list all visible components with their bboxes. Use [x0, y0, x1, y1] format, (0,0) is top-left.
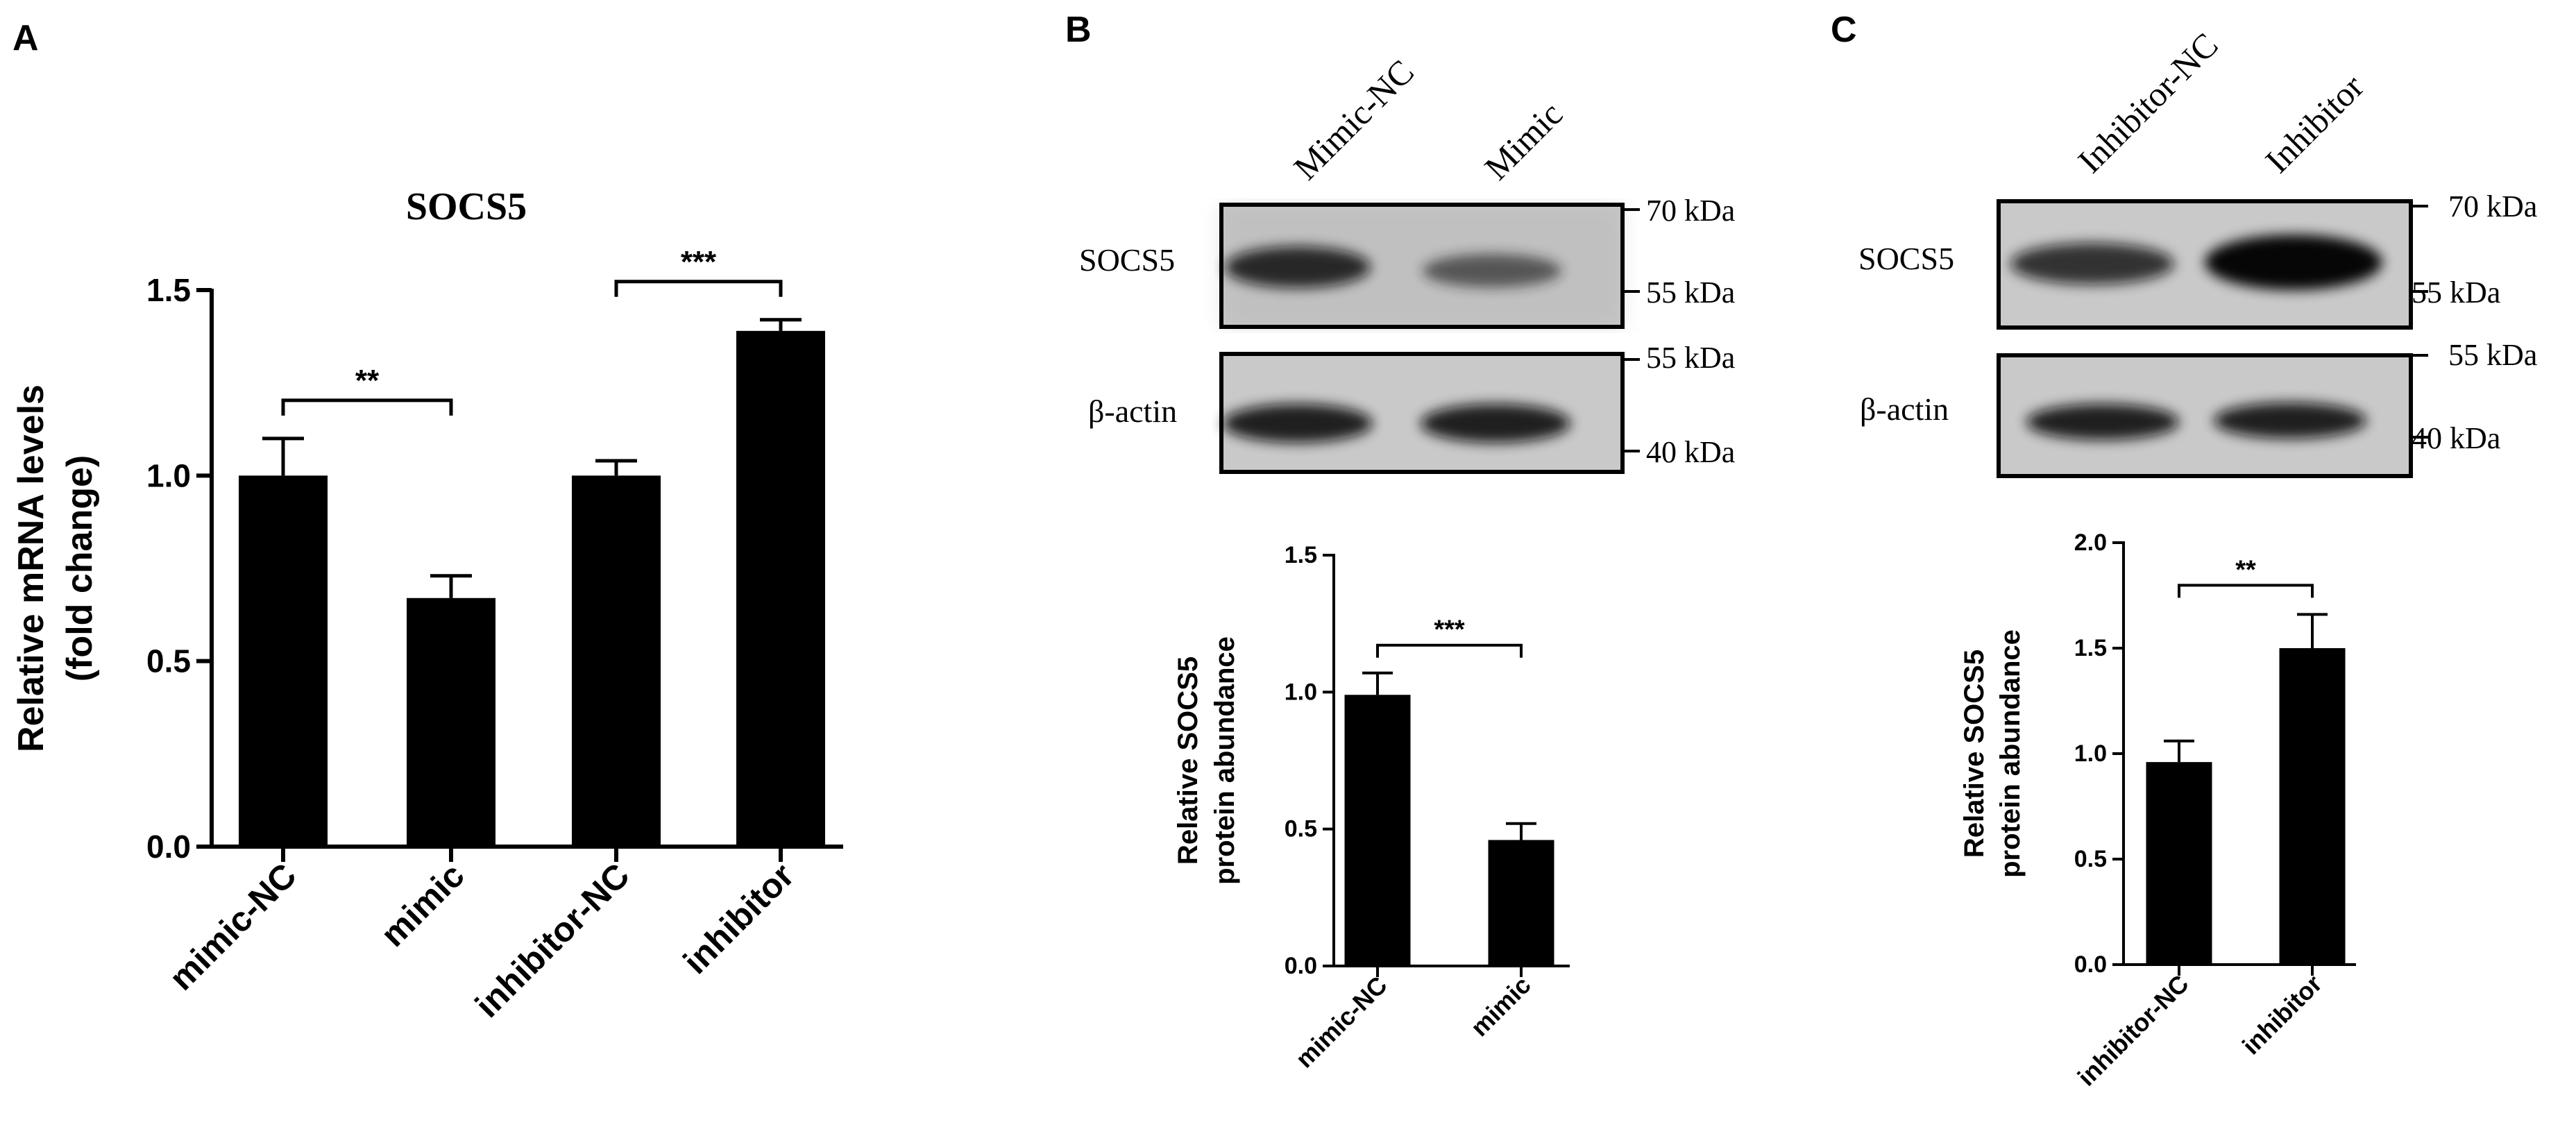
- chart-a-bar-1: [407, 597, 495, 847]
- chart-c-significance-bracket-0: [2178, 584, 2314, 598]
- chart-b-ytick-label-0: 0.0: [1285, 953, 1317, 979]
- western-blot-b: Mimic-NC Mimic SOCS5 β-actin 70 kDa 55 k…: [1079, 52, 1735, 474]
- blot-c-band-actin-inhibitor: [2214, 402, 2366, 439]
- blot-b-lane-2-label: Mimic: [1477, 94, 1570, 187]
- chart-a-category-label-1: mimic: [373, 856, 472, 954]
- blot-c-membrane-2: [1997, 353, 2413, 478]
- chart-b-ylabel-line-2: protein abundance: [1210, 636, 1240, 885]
- chart-a-ytick-label-1: 0.5: [146, 643, 191, 679]
- chart-c-ytick-label-2: 1.0: [2074, 740, 2107, 767]
- chart-a-significance-bracket-0: [281, 398, 453, 416]
- chart-c-category-label-1: inhibitor: [2237, 969, 2328, 1060]
- blot-c-band-actin-inhibitor-nc: [2026, 404, 2179, 440]
- blot-b-marker-70: 70 kDa: [1646, 194, 1735, 228]
- chart-c-ytick-label-1: 0.5: [2074, 846, 2107, 872]
- chart-c: Relative SOCS5 protein abundance 0.0 0.5 1.0…: [1959, 529, 2356, 1092]
- western-blot-c: Inhibitor-NC Inhibitor SOCS5 β-actin 70 …: [1858, 25, 2537, 478]
- panel-letter-b: B: [1065, 10, 1092, 50]
- chart-a-bar-3: [736, 330, 825, 847]
- blot-c-membrane-1: [1997, 199, 2413, 330]
- chart-a-ylabel-line-2: (fold change): [60, 455, 100, 681]
- blot-b-marker-40: 40 kDa: [1646, 435, 1735, 469]
- blot-c-row-2-label: β-actin: [1860, 391, 1949, 427]
- blot-b-band-actin-mimic-nc: [1223, 404, 1373, 443]
- panel-letter-c: C: [1831, 10, 1857, 50]
- chart-b-category-label-1: mimic: [1465, 971, 1536, 1042]
- chart-a: SOCS5 Relative mRNA levels (fold change) 0.…: [11, 185, 843, 1025]
- chart-b-ytick-label-2: 1.0: [1285, 679, 1317, 705]
- blot-c-marker-55-top: 55 kDa: [2412, 275, 2500, 310]
- chart-a-category-label-2: inhibitor-NC: [468, 856, 637, 1025]
- chart-b-significance-label-0: ***: [1434, 616, 1465, 645]
- chart-a-ylabel-line-1: Relative mRNA levels: [11, 384, 51, 752]
- blot-c-marker-70: 70 kDa: [2448, 189, 2537, 223]
- chart-c-bar-0: [2146, 762, 2212, 965]
- chart-a-significance-label-0: **: [355, 364, 380, 398]
- chart-b-bar-0: [1344, 695, 1411, 966]
- blot-b-markers: [1622, 208, 1640, 452]
- blot-c-marker-40: 40 kDa: [2412, 421, 2500, 455]
- blot-c-lane-1-label: Inhibitor-NC: [2070, 25, 2226, 180]
- chart-c-bar-1: [2279, 648, 2346, 965]
- chart-c-category-label-0: inhibitor-NC: [2072, 969, 2194, 1092]
- blot-b-marker-55-bottom: 55 kDa: [1646, 341, 1735, 375]
- panel-letter-a: A: [12, 18, 39, 58]
- chart-c-ylabel-line-1: Relative SOCS5: [1959, 650, 1990, 858]
- chart-c-ytick-label-3: 1.5: [2074, 635, 2107, 661]
- blot-c-markers: [2411, 205, 2428, 439]
- chart-b: Relative SOCS5 protein abundance 0.0 0.5 1.0…: [1173, 542, 1570, 1073]
- blot-b-marker-55-top: 55 kDa: [1646, 275, 1735, 310]
- chart-a-significance-label-1: ***: [681, 245, 717, 279]
- chart-a-category-label-0: mimic-NC: [162, 856, 304, 998]
- blot-b-row-2-label: β-actin: [1088, 393, 1177, 429]
- chart-a-significance-bracket-1: [614, 280, 783, 297]
- chart-b-ytick-label-1: 0.5: [1285, 816, 1317, 842]
- blot-b-band-actin-mimic: [1421, 404, 1570, 443]
- chart-c-ytick-label-4: 2.0: [2074, 529, 2107, 556]
- chart-c-ytick-label-0: 0.0: [2074, 951, 2107, 978]
- blot-c-band-socs5-inhibitor-nc: [2010, 243, 2174, 285]
- blot-b-band-socs5-mimic: [1423, 254, 1561, 287]
- blot-c-marker-55-bottom: 55 kDa: [2448, 338, 2537, 372]
- chart-a-category-label-3: inhibitor: [676, 856, 802, 981]
- chart-c-ylabel-line-2: protein abundance: [1995, 629, 2026, 878]
- chart-a-ytick-label-3: 1.5: [146, 272, 191, 308]
- blot-c-lane-2-label: Inhibitor: [2257, 67, 2371, 180]
- chart-b-category-label-0: mimic-NC: [1290, 971, 1393, 1074]
- chart-a-ytick-label-0: 0.0: [146, 829, 191, 865]
- chart-a-bar-2: [572, 475, 661, 847]
- chart-b-ylabel-line-1: Relative SOCS5: [1173, 656, 1203, 865]
- chart-b-ytick-label-3: 1.5: [1285, 542, 1317, 568]
- chart-a-bar-0: [239, 475, 328, 847]
- blot-b-lane-1-label: Mimic-NC: [1286, 52, 1421, 187]
- blot-c-band-socs5-inhibitor: [2205, 235, 2382, 290]
- blot-b-membrane-1: [1219, 203, 1625, 329]
- blot-b-row-1-label: SOCS5: [1079, 242, 1175, 278]
- chart-c-significance-label-0: **: [2235, 555, 2256, 584]
- blot-b-band-socs5-mimic-nc: [1225, 246, 1371, 288]
- blot-b-membrane-2: [1219, 352, 1625, 474]
- blot-c-row-1-label: SOCS5: [1858, 241, 1954, 276]
- chart-a-title: SOCS5: [406, 185, 527, 228]
- chart-b-significance-bracket-0: [1376, 643, 1523, 658]
- chart-a-ytick-label-2: 1.0: [146, 457, 191, 493]
- chart-b-bar-1: [1488, 840, 1554, 966]
